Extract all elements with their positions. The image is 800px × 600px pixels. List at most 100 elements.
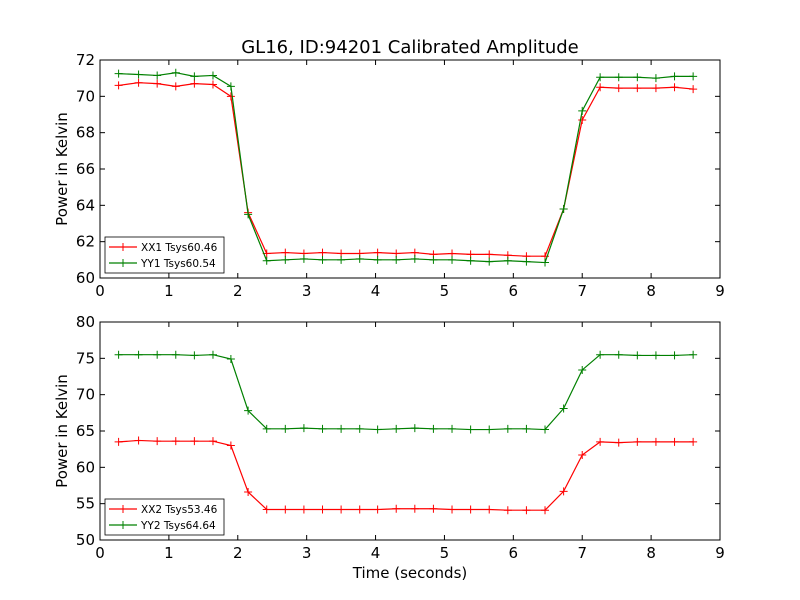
data-point: [226, 82, 235, 91]
data-point: [281, 424, 290, 433]
data-point: [541, 425, 550, 434]
x-tick-label: 4: [371, 544, 381, 562]
data-point: [190, 72, 199, 81]
data-point: [596, 437, 605, 446]
data-point: [633, 351, 642, 360]
data-point: [337, 255, 346, 264]
data-point: [485, 250, 494, 259]
x-tick-label: 5: [440, 282, 450, 300]
data-point: [633, 73, 642, 82]
y-tick-label: 50: [76, 531, 95, 549]
y-tick-label: 66: [76, 160, 95, 178]
legend-box: [104, 236, 225, 274]
data-point: [429, 504, 438, 513]
series-line-1: [118, 82, 694, 257]
data-point: [689, 437, 698, 446]
data-point: [114, 81, 123, 90]
data-point: [262, 505, 271, 514]
data-point: [114, 350, 123, 359]
data-point: [114, 437, 123, 446]
data-point: [614, 73, 623, 82]
data-point: [262, 256, 271, 265]
data-point: [244, 406, 253, 415]
data-point: [337, 424, 346, 433]
chart-title: GL16, ID:94201 Calibrated Amplitude: [241, 37, 579, 58]
data-point: [262, 424, 271, 433]
data-point: [485, 257, 494, 266]
legend-swatch-marker: [119, 521, 127, 529]
legend-swatch-marker: [119, 505, 127, 513]
y-tick-label: 70: [76, 87, 95, 105]
legend-label: XX2 Tsys53.46: [141, 504, 218, 516]
x-tick-label: 9: [715, 544, 725, 562]
data-point: [134, 350, 143, 359]
data-point: [190, 79, 199, 88]
data-point: [171, 350, 180, 359]
data-point: [318, 248, 327, 257]
legend-label: YY2 Tsys64.64: [140, 520, 216, 532]
data-point: [596, 73, 605, 82]
data-point: [171, 68, 180, 77]
data-point: [281, 248, 290, 257]
data-point: [429, 255, 438, 264]
data-point: [448, 424, 457, 433]
data-point: [578, 450, 587, 459]
x-tick-label: 0: [95, 282, 105, 300]
data-point: [596, 350, 605, 359]
data-point: [466, 425, 475, 434]
data-point: [670, 83, 679, 92]
data-point: [208, 350, 217, 359]
x-tick-label: 6: [509, 544, 519, 562]
data-point: [485, 425, 494, 434]
data-point: [670, 437, 679, 446]
data-point: [503, 424, 512, 433]
data-point: [355, 254, 364, 263]
data-point: [410, 504, 419, 513]
data-point: [373, 505, 382, 514]
data-point: [171, 437, 180, 446]
data-point: [244, 210, 253, 219]
data-point: [614, 350, 623, 359]
x-tick-label: 6: [509, 282, 519, 300]
x-tick-label: 2: [233, 282, 243, 300]
data-point: [318, 424, 327, 433]
y-tick-label: 75: [76, 349, 95, 367]
data-point: [651, 84, 660, 93]
data-point: [190, 351, 199, 360]
legend-swatch-marker: [119, 243, 127, 251]
x-tick-label: 9: [715, 282, 725, 300]
data-point: [448, 505, 457, 514]
data-point: [578, 115, 587, 124]
x-tick-label: 0: [95, 544, 105, 562]
data-point: [244, 488, 253, 497]
x-tick-label: 8: [646, 544, 656, 562]
data-point: [651, 437, 660, 446]
legend-label: XX1 Tsys60.46: [141, 242, 218, 254]
data-point: [448, 255, 457, 264]
y-tick-label: 65: [76, 422, 95, 440]
data-point: [153, 437, 162, 446]
y-tick-label: 60: [76, 269, 95, 287]
data-point: [392, 424, 401, 433]
x-tick-label: 3: [302, 544, 312, 562]
data-point: [633, 437, 642, 446]
data-point: [208, 80, 217, 89]
y-tick-label: 80: [76, 313, 95, 331]
data-point: [355, 424, 364, 433]
data-point: [373, 248, 382, 257]
x-tick-label: 7: [577, 282, 587, 300]
y-axis-label: Power in Kelvin: [53, 112, 71, 226]
data-point: [134, 436, 143, 445]
data-point: [299, 254, 308, 263]
data-point: [614, 438, 623, 447]
data-point: [392, 255, 401, 264]
data-point: [337, 505, 346, 514]
data-point: [614, 84, 623, 93]
legend-label: YY1 Tsys60.54: [140, 258, 216, 270]
data-point: [466, 505, 475, 514]
data-point: [153, 71, 162, 80]
data-point: [226, 92, 235, 101]
data-point: [651, 74, 660, 83]
data-point: [134, 70, 143, 79]
